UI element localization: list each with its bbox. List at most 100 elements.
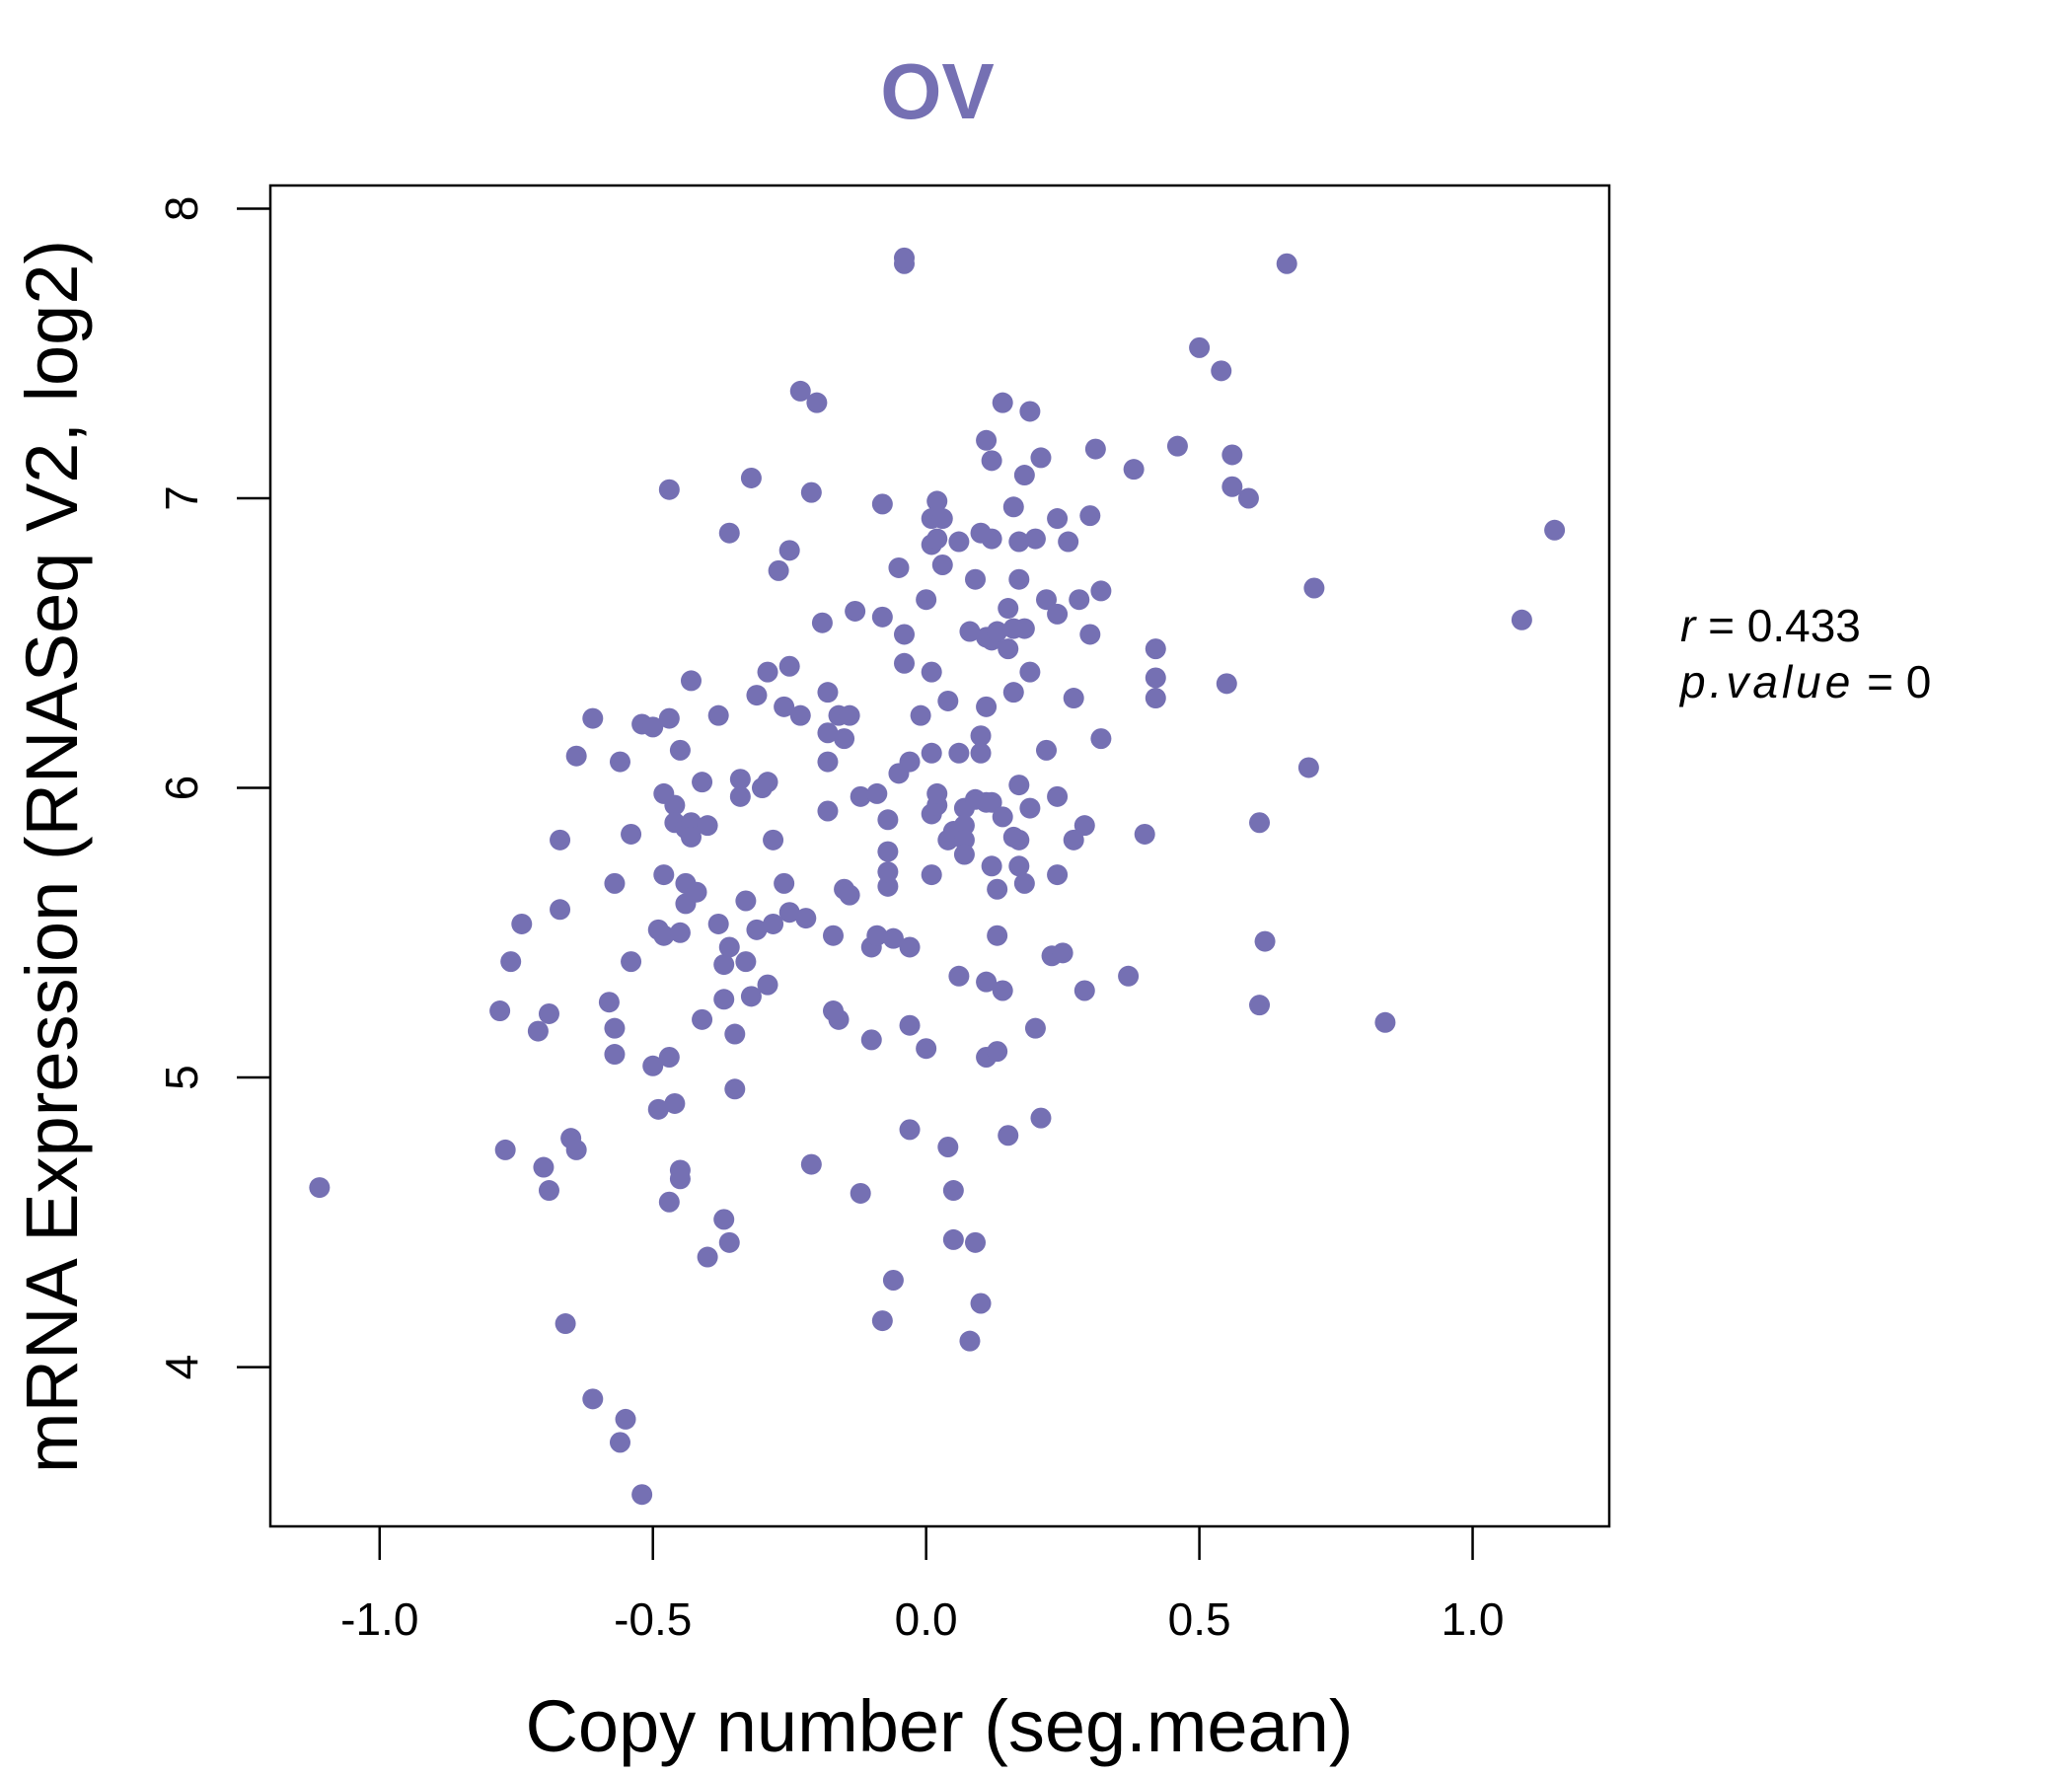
x-tick-label: -0.5	[614, 1593, 692, 1645]
y-tick-label: 7	[156, 485, 207, 511]
data-point	[642, 1055, 664, 1076]
data-point	[718, 522, 740, 544]
data-point	[735, 951, 757, 973]
data-point	[953, 815, 975, 837]
data-point	[550, 899, 571, 921]
data-point	[1013, 872, 1035, 894]
data-point	[527, 1020, 549, 1042]
data-point	[893, 652, 915, 674]
data-point	[992, 980, 1013, 1001]
data-point	[1030, 1107, 1052, 1129]
data-point	[1166, 435, 1188, 457]
data-point	[609, 751, 630, 773]
pvalue-annotation: p.value = 0	[1678, 656, 1931, 707]
data-point	[871, 1310, 893, 1332]
data-point	[582, 707, 604, 729]
data-point	[1047, 864, 1069, 886]
data-point	[680, 826, 702, 848]
data-point	[970, 742, 992, 764]
data-point	[970, 1293, 992, 1314]
data-point	[789, 704, 811, 726]
data-point	[1069, 589, 1090, 611]
data-point	[998, 638, 1019, 660]
data-point	[1036, 739, 1058, 761]
data-point	[976, 429, 998, 451]
data-point	[965, 1231, 987, 1253]
data-point	[1047, 508, 1069, 530]
x-tick-label: -1.0	[340, 1593, 418, 1645]
data-point	[866, 925, 888, 946]
data-point	[1216, 673, 1237, 695]
data-point	[959, 621, 981, 642]
data-point	[1063, 688, 1084, 709]
data-point	[718, 1231, 740, 1253]
x-tick-label: 1.0	[1442, 1593, 1505, 1645]
data-point	[916, 589, 937, 611]
data-point	[926, 782, 948, 804]
data-point	[647, 1098, 669, 1120]
data-point	[948, 531, 970, 553]
data-point	[489, 1000, 511, 1022]
data-point	[1221, 444, 1243, 466]
data-point	[707, 704, 729, 726]
data-point	[697, 1246, 718, 1268]
data-point	[1254, 930, 1276, 952]
data-point	[1118, 965, 1140, 987]
data-point	[621, 951, 642, 973]
data-point	[817, 722, 839, 744]
data-point	[1013, 465, 1035, 486]
data-point	[998, 1125, 1019, 1147]
data-point	[746, 685, 768, 706]
data-point	[686, 881, 707, 903]
data-point	[811, 612, 833, 633]
data-point	[615, 1408, 636, 1430]
data-point	[981, 528, 1002, 550]
data-point	[942, 1228, 964, 1250]
data-point	[757, 661, 778, 683]
data-point	[1013, 618, 1035, 639]
data-point	[653, 864, 675, 886]
data-point	[981, 855, 1002, 877]
data-point	[1084, 438, 1106, 460]
data-point	[697, 815, 718, 837]
data-point	[882, 927, 904, 949]
data-point	[893, 624, 915, 645]
data-point	[1019, 797, 1041, 819]
data-point	[800, 1153, 822, 1175]
data-point	[604, 1017, 626, 1039]
data-point	[653, 925, 675, 946]
data-point	[800, 481, 822, 503]
data-point	[1134, 823, 1155, 845]
data-point	[845, 600, 866, 622]
data-point	[1090, 580, 1112, 602]
data-point	[981, 791, 1002, 813]
data-point	[937, 690, 959, 711]
data-point	[921, 661, 942, 683]
y-tick-label: 4	[156, 1355, 207, 1380]
data-point	[942, 1180, 964, 1202]
data-point	[877, 861, 899, 883]
data-point	[1123, 459, 1145, 481]
data-point	[921, 742, 942, 764]
data-point	[538, 1180, 559, 1202]
data-point	[707, 913, 729, 934]
data-point	[1145, 688, 1166, 709]
data-point	[1002, 496, 1024, 518]
data-point	[1030, 447, 1052, 469]
data-point	[1063, 829, 1084, 851]
data-point	[1024, 528, 1046, 550]
data-point	[1002, 682, 1024, 703]
data-point	[926, 528, 948, 550]
data-point	[877, 809, 899, 831]
data-point	[1008, 775, 1030, 796]
data-point	[1052, 942, 1073, 964]
data-point	[937, 1136, 959, 1157]
data-point	[729, 785, 751, 807]
data-point	[1047, 603, 1069, 625]
data-point	[948, 742, 970, 764]
data-point	[1008, 531, 1030, 553]
data-point	[692, 1008, 713, 1030]
data-point	[1249, 812, 1271, 834]
data-point	[658, 707, 680, 729]
